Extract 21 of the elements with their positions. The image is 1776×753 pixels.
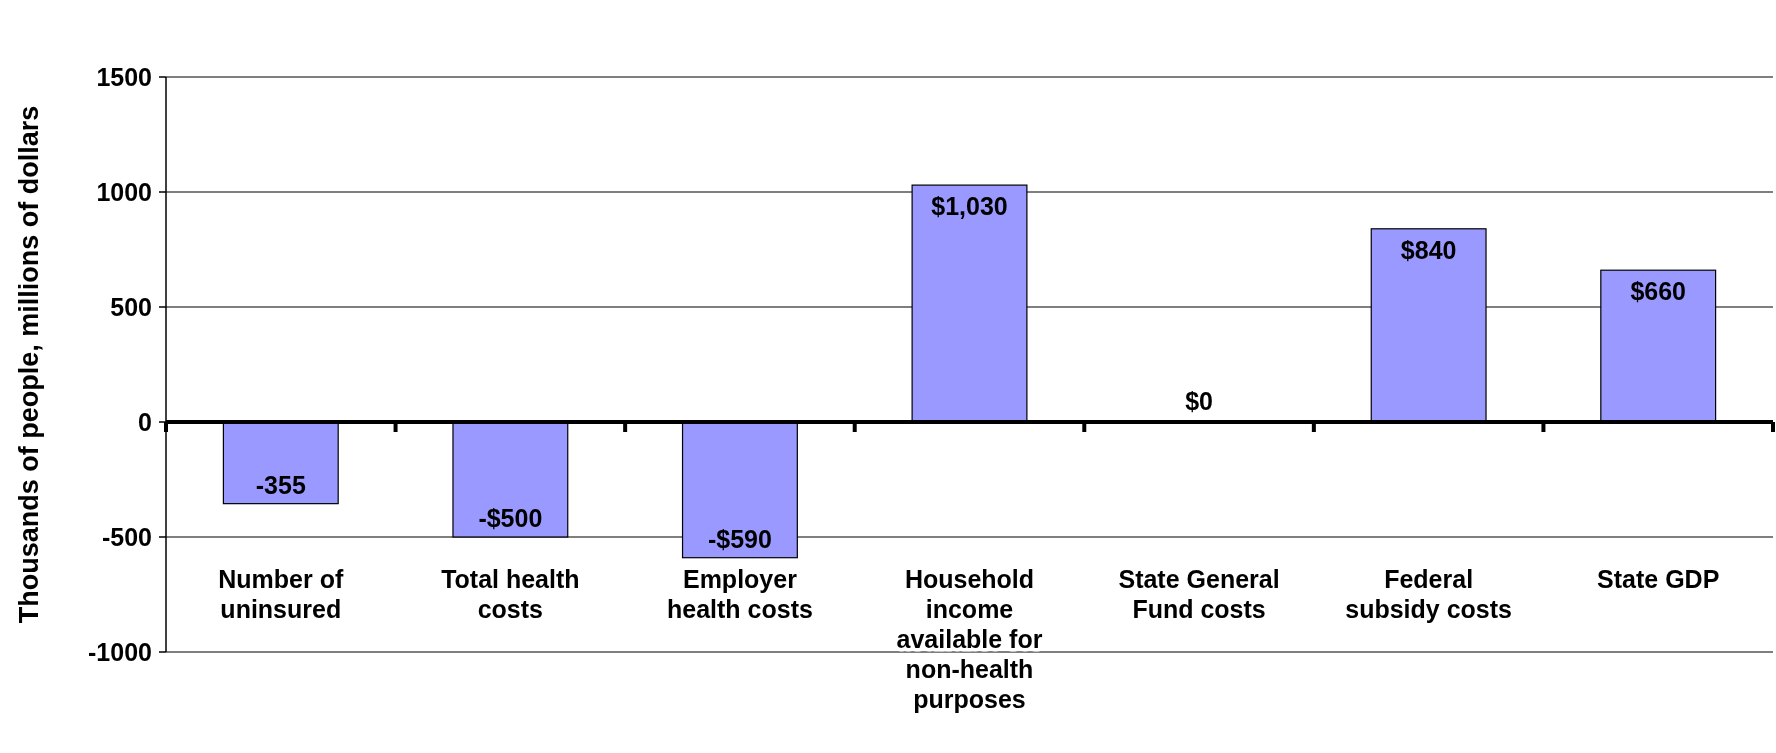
y-tick-label: 1500 [96,62,152,91]
y-tick-label: 500 [110,292,152,321]
data-label: $660 [1630,277,1687,306]
data-label: $840 [1400,235,1457,264]
x-tick-label: State General Fund costs [1118,564,1280,623]
data-label: $1,030 [931,192,1008,221]
x-tick-label: Household income available for non-health purposes [896,564,1043,713]
data-label: $0 [1185,387,1213,415]
y-tick-label: -500 [101,522,152,551]
y-tick-label: 1000 [96,177,152,206]
data-label: -$590 [707,524,772,553]
data-label: -$500 [478,504,543,532]
x-tick-label: Federal subsidy costs [1345,564,1513,623]
x-tick-label: Number of uninsured [218,564,344,623]
data-label: -355 [255,470,306,499]
y-axis-title: Thousands of people, millions of dollars [14,105,44,624]
x-tick-label: Employer health costs [666,564,813,623]
x-tick-label: State GDP [1597,564,1720,593]
x-tick-label: Total health costs [441,564,580,623]
y-tick-label: -1000 [88,637,152,666]
y-tick-label: 0 [138,407,152,436]
